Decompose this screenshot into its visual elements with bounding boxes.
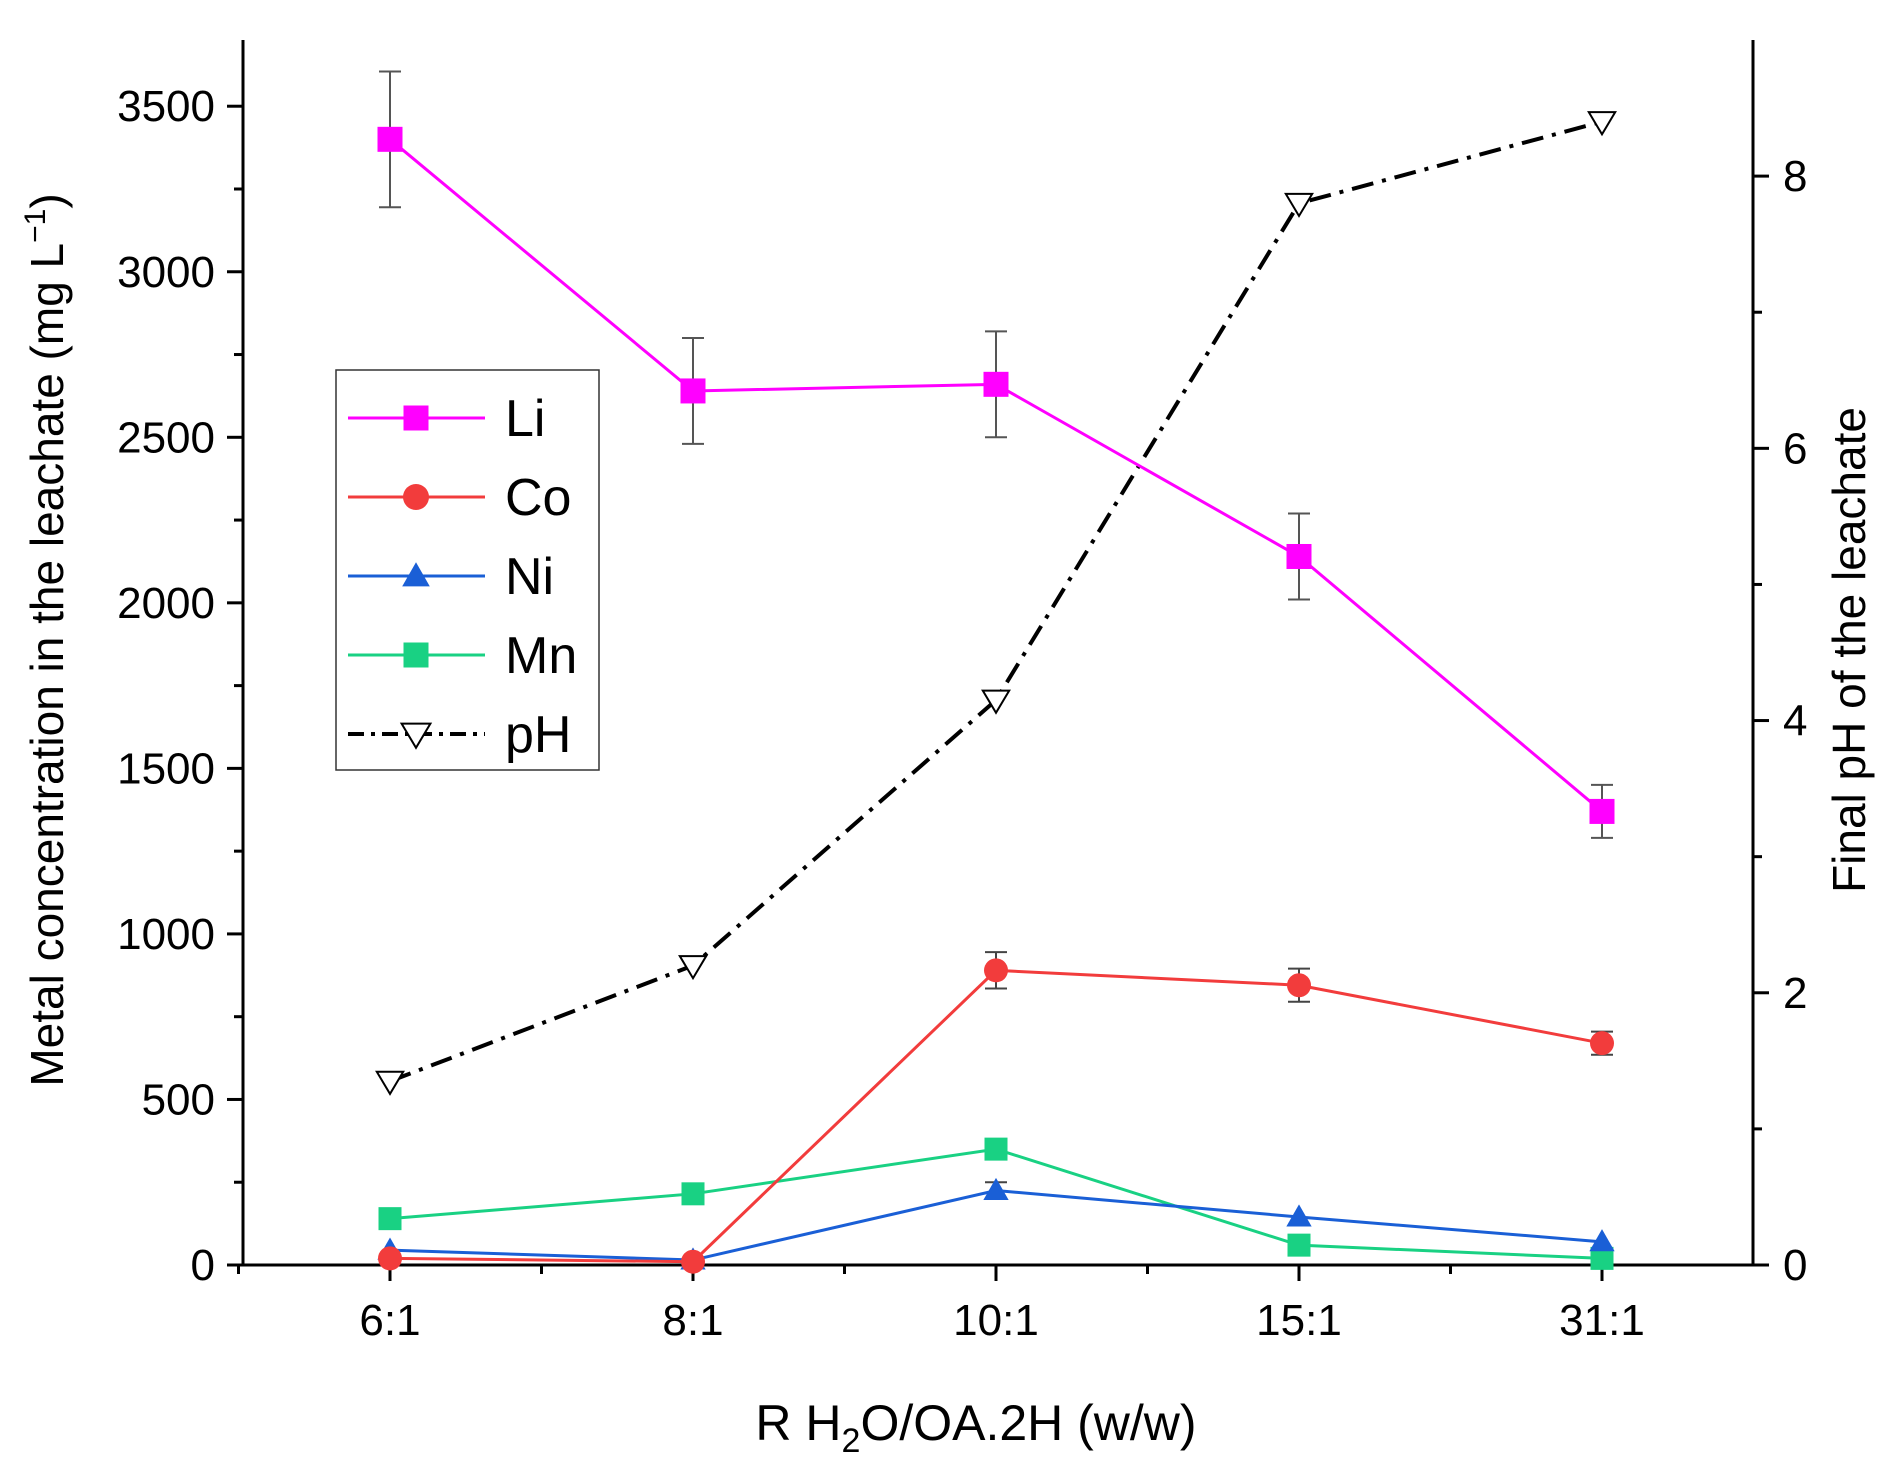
series-ph [375,111,1617,1096]
data-point-ph [1587,111,1617,137]
data-point-ph [1284,192,1314,218]
series-line-co [389,968,1603,1264]
legend-label-ph: pH [505,706,571,764]
data-point-co [1287,973,1311,998]
data-point-ni [1286,1204,1312,1227]
y-right-tick-label: 0 [1783,1241,1807,1290]
x-tick-label: 15:1 [1256,1296,1342,1345]
data-point-ph [981,689,1011,715]
data-point-ph [678,955,708,981]
data-point-li [680,378,706,404]
data-point-li [1286,543,1312,569]
series-line-mn [389,1147,1603,1260]
series-co [378,951,1614,1274]
legend-label-ni: Ni [505,548,554,606]
y-left-tick-label: 1500 [117,744,215,793]
y-right-tick-label: 8 [1783,152,1807,201]
legend-label-li: Li [505,390,545,448]
y-left-tick-label: 3500 [117,82,215,131]
legend-items: Li Co Ni Mn pH [348,390,577,764]
x-tick-label: 10:1 [953,1296,1039,1345]
legend-label-mn: Mn [505,627,577,685]
y-right-tick-label: 4 [1783,697,1807,746]
data-point-mn [681,1182,705,1206]
data-point-co [378,1246,402,1271]
y-left-tick-label: 1000 [117,910,215,959]
y-left-tick-label: 0 [191,1241,215,1290]
series-mn [378,1137,1614,1270]
data-point-co [984,958,1008,983]
series-li [377,70,1615,839]
y-right-axis-title: Final pH of the leachate [1823,407,1875,893]
y-left-tick-label: 500 [142,1075,215,1124]
y-right-tick-label: 6 [1783,424,1807,473]
legend-box [335,369,600,771]
y-left-tick-label: 3000 [117,248,215,297]
data-point-co [681,1249,705,1274]
data-point-li [377,126,403,152]
y-left-axis-title: Metal concentration in the leachate (mg … [19,193,73,1086]
data-point-li [1589,798,1615,824]
x-tick-label: 8:1 [662,1296,723,1345]
y-right-tick-label: 2 [1783,969,1807,1018]
data-point-ni [983,1177,1009,1200]
series-line-ph [389,119,1603,1084]
y-left-tick-label: 2500 [117,413,215,462]
data-point-mn [378,1207,402,1231]
data-point-li [983,371,1009,397]
data-point-ni [1589,1229,1615,1252]
x-axis-title: R H2O/OA.2H (w/w) [755,1395,1196,1460]
legend-label-co: Co [505,469,571,527]
y-left-tick-label: 2000 [117,579,215,628]
legend-marker-ph [399,722,433,750]
x-tick-label: 6:1 [359,1296,420,1345]
data-point-co [1590,1031,1614,1056]
legend: Li Co Ni Mn pH [335,369,600,771]
data-point-mn [1287,1233,1311,1257]
legend-marker-co [403,484,429,510]
legend-marker-mn [403,642,429,668]
x-tick-label: 31:1 [1559,1296,1645,1345]
legend-marker-ni [402,562,430,587]
legend-marker-li [403,405,429,431]
series-ni [377,1177,1615,1270]
data-point-mn [984,1137,1008,1161]
data-point-ph [375,1070,405,1096]
